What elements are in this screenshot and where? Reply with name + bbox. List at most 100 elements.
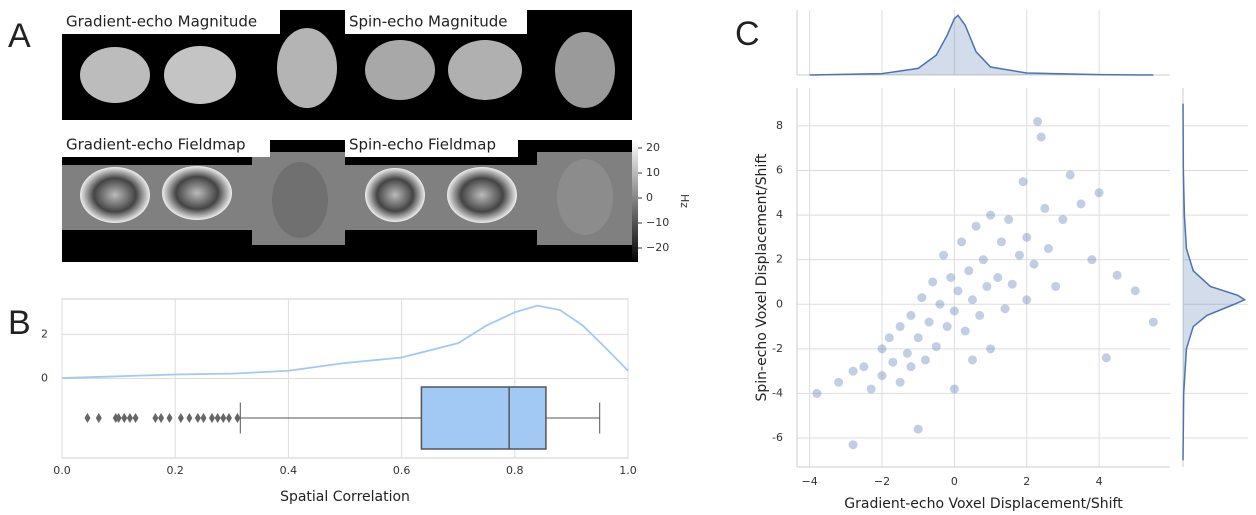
outlier: [186, 413, 193, 423]
point: [971, 221, 981, 231]
point: [1043, 244, 1053, 254]
y-tick-label: 2: [41, 327, 48, 340]
point: [935, 299, 945, 309]
kde-line: [809, 14, 1154, 76]
point: [884, 333, 894, 343]
point: [1058, 215, 1068, 225]
point: [960, 326, 970, 336]
x-tick-label: 0.4: [280, 464, 298, 477]
point: [866, 384, 876, 394]
outlier: [208, 413, 215, 423]
outlier: [220, 413, 227, 423]
point: [1014, 250, 1024, 260]
outlier: [84, 413, 91, 423]
outlier: [194, 413, 201, 423]
point: [920, 355, 930, 365]
point: [967, 355, 977, 365]
point: [924, 317, 934, 327]
outlier: [126, 413, 133, 423]
y-tick-label: 2: [776, 253, 783, 266]
point: [1000, 304, 1010, 314]
y-tick-label: 20: [646, 141, 660, 154]
point: [982, 281, 992, 291]
y-tick-label: 8: [776, 119, 783, 132]
y-tick-label: -4: [772, 386, 783, 399]
point: [917, 293, 927, 303]
point: [906, 310, 916, 320]
point: [859, 362, 869, 372]
x-tick-label: 1.0: [619, 464, 637, 477]
point: [1033, 116, 1043, 126]
point: [1022, 295, 1032, 305]
point: [993, 273, 1003, 282]
point: [877, 371, 887, 381]
y-tick-label: 0: [776, 297, 783, 310]
point: [1022, 232, 1032, 242]
point: [1065, 170, 1075, 180]
point: [812, 388, 822, 398]
point: [1040, 203, 1050, 213]
x-tick-label: 0.0: [53, 464, 71, 477]
point: [1112, 270, 1122, 280]
point: [888, 357, 898, 367]
x-tick-label: 4: [1096, 475, 1103, 488]
point: [964, 266, 974, 276]
y-tick-label: 4: [776, 208, 783, 221]
x-tick-label: 2: [1023, 475, 1030, 488]
outlier: [152, 413, 159, 423]
point: [939, 250, 949, 260]
image-caption: Spin-echo Fieldmap: [349, 136, 496, 154]
point: [913, 424, 923, 434]
y-tick-label: -6: [772, 431, 783, 444]
point: [946, 273, 956, 282]
outlier: [225, 413, 232, 423]
y-tick-label: 0: [646, 191, 653, 204]
point: [1051, 281, 1061, 291]
point: [957, 237, 967, 247]
point: [1029, 259, 1039, 269]
point: [1004, 215, 1014, 225]
point: [928, 277, 938, 287]
image-caption: Spin-echo Magnitude: [349, 13, 508, 31]
outlier: [177, 413, 184, 423]
point: [895, 322, 905, 332]
point: [902, 348, 912, 358]
outlier: [234, 413, 241, 423]
point: [986, 344, 996, 354]
point: [953, 286, 963, 296]
box: [420, 386, 547, 450]
point: [1130, 286, 1140, 296]
outlier: [200, 413, 207, 423]
point: [848, 440, 858, 450]
point: [949, 306, 959, 316]
point: [949, 384, 959, 394]
x-tick-label: 0.8: [506, 464, 524, 477]
point: [1076, 199, 1086, 209]
point: [1087, 255, 1097, 265]
y-tick-label: 10: [646, 166, 660, 179]
axis-label: Spin-echo Voxel Displacement/Shift: [754, 153, 770, 402]
panel-label: B: [8, 304, 31, 342]
point: [834, 377, 844, 387]
panel-a-images: [62, 10, 638, 262]
axis-label: Gradient-echo Voxel Displacement/Shift: [844, 496, 1123, 512]
axis-label: Hz: [678, 194, 691, 208]
y-tick-label: 0: [41, 372, 48, 385]
point: [975, 310, 985, 320]
point: [895, 377, 905, 387]
point: [1148, 317, 1158, 327]
outlier: [121, 413, 128, 423]
outlier: [132, 413, 139, 423]
x-tick-label: −4: [802, 475, 818, 488]
outlier: [166, 413, 173, 423]
point: [931, 342, 941, 352]
y-tick-label: −20: [646, 241, 669, 254]
x-tick-label: 0: [951, 475, 958, 488]
kde-line: [1182, 103, 1247, 461]
image-caption: Gradient-echo Fieldmap: [66, 136, 246, 154]
point: [996, 237, 1006, 247]
x-tick-label: 0.6: [393, 464, 411, 477]
point: [1036, 132, 1046, 142]
outlier: [95, 413, 102, 423]
